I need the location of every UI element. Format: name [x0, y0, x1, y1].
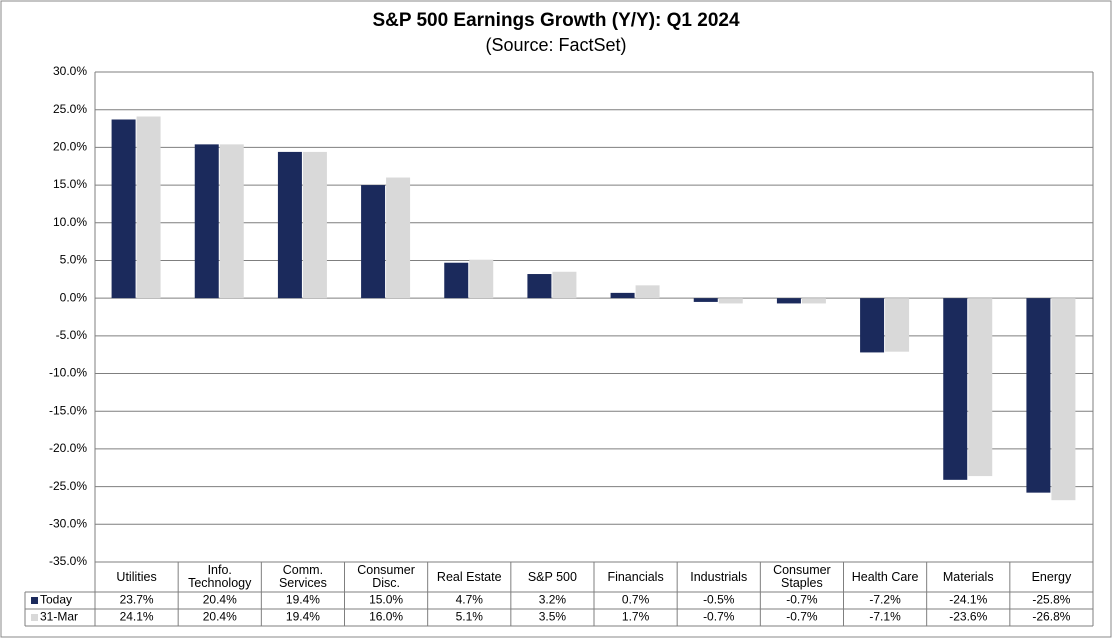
- value-label: 16.0%: [369, 610, 403, 624]
- value-label: 24.1%: [120, 610, 154, 624]
- legend-label: 31-Mar: [40, 610, 78, 624]
- x-tick-label: Financials: [607, 569, 664, 584]
- y-tick-label: -30.0%: [49, 516, 87, 530]
- bar: [943, 298, 968, 480]
- y-tick-label: -25.0%: [49, 479, 87, 493]
- y-tick-label: -35.0%: [49, 554, 87, 568]
- value-label: 19.4%: [286, 593, 320, 607]
- x-tick-label: Industrials: [690, 569, 748, 584]
- legend-swatch: [31, 597, 38, 604]
- x-label-box: Consumer Disc.: [357, 563, 415, 590]
- y-tick-label: 30.0%: [53, 64, 87, 78]
- value-label: 4.7%: [456, 593, 484, 607]
- value-label: -24.1%: [949, 593, 987, 607]
- x-label-box: Consumer Staples: [773, 563, 831, 590]
- y-tick-label: -20.0%: [49, 441, 87, 455]
- value-label: -23.6%: [949, 610, 987, 624]
- x-tick-label: Info. Technology: [188, 563, 252, 590]
- bar: [860, 298, 885, 353]
- y-tick-label: -5.0%: [56, 328, 88, 342]
- x-tick-label: Materials: [942, 569, 994, 584]
- bar: [194, 144, 219, 299]
- bar: [968, 298, 993, 477]
- x-tick-label: Comm. Services: [278, 563, 327, 590]
- x-label-box: Utilities: [116, 569, 157, 584]
- value-label: 5.1%: [456, 610, 484, 624]
- bar: [1051, 298, 1076, 501]
- x-label-box: Energy: [1031, 569, 1072, 584]
- bar: [219, 144, 244, 299]
- bar: [885, 298, 910, 352]
- bar: [444, 262, 469, 299]
- value-label: -0.7%: [786, 610, 818, 624]
- value-label: -0.7%: [703, 610, 735, 624]
- value-label: -7.1%: [869, 610, 901, 624]
- x-label-box: Comm. Services: [278, 563, 327, 590]
- y-tick-label: 0.0%: [60, 290, 88, 304]
- legend-swatch: [31, 614, 38, 621]
- x-label-box: S&P 500: [527, 569, 577, 584]
- bar: [801, 298, 826, 304]
- bar: [693, 298, 718, 302]
- value-label: 0.7%: [622, 593, 650, 607]
- value-label: 23.7%: [120, 593, 154, 607]
- y-tick-label: -10.0%: [49, 366, 87, 380]
- value-label: 19.4%: [286, 610, 320, 624]
- chart-title: S&P 500 Earnings Growth (Y/Y): Q1 2024: [372, 10, 740, 31]
- x-label-box: Real Estate: [436, 569, 502, 584]
- x-tick-label: Real Estate: [436, 569, 502, 584]
- bar: [277, 151, 302, 299]
- x-tick-label: Energy: [1031, 569, 1072, 584]
- y-tick-label: 10.0%: [53, 215, 87, 229]
- bar: [136, 116, 161, 299]
- value-label: -26.8%: [1032, 610, 1070, 624]
- x-label-box: Financials: [607, 569, 664, 584]
- bar: [527, 274, 552, 299]
- bar: [1026, 298, 1051, 493]
- value-label: 20.4%: [203, 610, 237, 624]
- value-label: -7.2%: [869, 593, 901, 607]
- bar: [552, 271, 577, 299]
- value-label: -0.7%: [786, 593, 818, 607]
- x-label-box: Materials: [942, 569, 994, 584]
- bar: [386, 177, 411, 299]
- bar: [111, 119, 136, 299]
- x-tick-label: Consumer Staples: [773, 563, 831, 590]
- value-label: 1.7%: [622, 610, 650, 624]
- y-tick-label: 5.0%: [60, 253, 88, 267]
- bar: [361, 185, 386, 299]
- bar: [610, 292, 635, 299]
- x-label-box: Industrials: [690, 569, 748, 584]
- value-label: 3.2%: [539, 593, 567, 607]
- x-label-box: Health Care: [851, 569, 919, 584]
- value-label: -25.8%: [1032, 593, 1070, 607]
- x-tick-label: Consumer Disc.: [357, 563, 415, 590]
- value-label: -0.5%: [703, 593, 735, 607]
- bar: [635, 285, 660, 299]
- legend-label: Today: [40, 593, 72, 607]
- bar: [776, 298, 801, 304]
- x-tick-label: Utilities: [116, 569, 157, 584]
- y-tick-label: -15.0%: [49, 403, 87, 417]
- chart-subtitle: (Source: FactSet): [485, 35, 626, 55]
- bar: [302, 151, 327, 299]
- y-tick-label: 20.0%: [53, 140, 87, 154]
- x-tick-label: S&P 500: [527, 569, 577, 584]
- bar: [469, 259, 494, 299]
- value-label: 15.0%: [369, 593, 403, 607]
- value-label: 3.5%: [539, 610, 567, 624]
- x-tick-label: Health Care: [851, 569, 919, 584]
- value-label: 20.4%: [203, 593, 237, 607]
- y-tick-label: 15.0%: [53, 177, 87, 191]
- x-label-box: Info. Technology: [188, 563, 252, 590]
- y-tick-label: 25.0%: [53, 102, 87, 116]
- bar: [718, 298, 743, 304]
